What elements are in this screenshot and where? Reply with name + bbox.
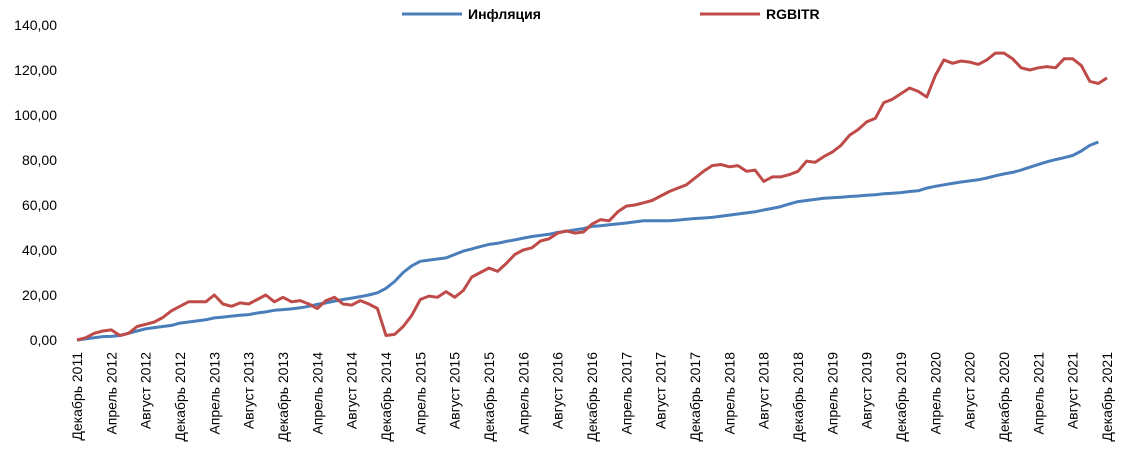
x-tick-label: Декабрь 2011: [69, 352, 85, 441]
x-tick-label: Декабрь 2019: [893, 352, 909, 442]
y-tick-label: 60,00: [22, 197, 57, 213]
legend-label: RGBITR: [766, 6, 820, 22]
x-tick-label: Апрель 2020: [927, 352, 943, 435]
series-line: [76, 51, 1108, 342]
x-tick-label: Август 2013: [241, 352, 257, 429]
x-tick-label: Апрель 2014: [309, 352, 325, 435]
y-tick-label: 120,00: [14, 62, 57, 78]
x-tick-label: Апрель 2018: [721, 352, 737, 435]
x-tick-label: Август 2019: [859, 352, 875, 429]
x-tick-label: Декабрь 2016: [584, 352, 600, 442]
series-line: [76, 140, 1099, 342]
x-tick-label: Апрель 2016: [515, 352, 531, 435]
x-tick-label: Август 2021: [1065, 352, 1081, 429]
x-tick-label: Август 2016: [550, 352, 566, 429]
x-tick-label: Август 2018: [756, 352, 772, 429]
x-tick-label: Август 2020: [962, 352, 978, 429]
x-tick-label: Август 2015: [447, 352, 463, 429]
x-tick-label: Декабрь 2015: [481, 352, 497, 442]
x-tick-label: Апрель 2021: [1030, 352, 1046, 435]
x-tick-label: Апрель 2015: [412, 352, 428, 435]
x-tick-label: Август 2017: [653, 352, 669, 429]
y-tick-label: 80,00: [22, 152, 57, 168]
y-tick-label: 0,00: [30, 332, 57, 348]
x-tick-label: Декабрь 2012: [172, 352, 188, 442]
y-tick-label: 100,00: [14, 107, 57, 123]
x-tick-label: Апрель 2013: [206, 352, 222, 435]
y-tick-label: 140,00: [14, 17, 57, 33]
x-tick-label: Август 2014: [344, 352, 360, 429]
x-tick-label: Декабрь 2014: [378, 352, 394, 442]
y-tick-label: 40,00: [22, 242, 57, 258]
x-tick-label: Апрель 2012: [103, 352, 119, 435]
x-tick-label: Декабрь 2017: [687, 352, 703, 442]
x-tick-label: Декабрь 2018: [790, 352, 806, 442]
legend-label: Инфляция: [468, 6, 541, 22]
x-tick-label: Декабрь 2021: [1099, 352, 1115, 442]
x-tick-label: Декабрь 2020: [996, 352, 1012, 442]
x-tick-label: Август 2012: [138, 352, 154, 429]
x-tick-label: Декабрь 2013: [275, 352, 291, 442]
x-tick-label: Апрель 2019: [824, 352, 840, 435]
x-tick-label: Апрель 2017: [618, 352, 634, 435]
y-tick-label: 20,00: [22, 287, 57, 303]
